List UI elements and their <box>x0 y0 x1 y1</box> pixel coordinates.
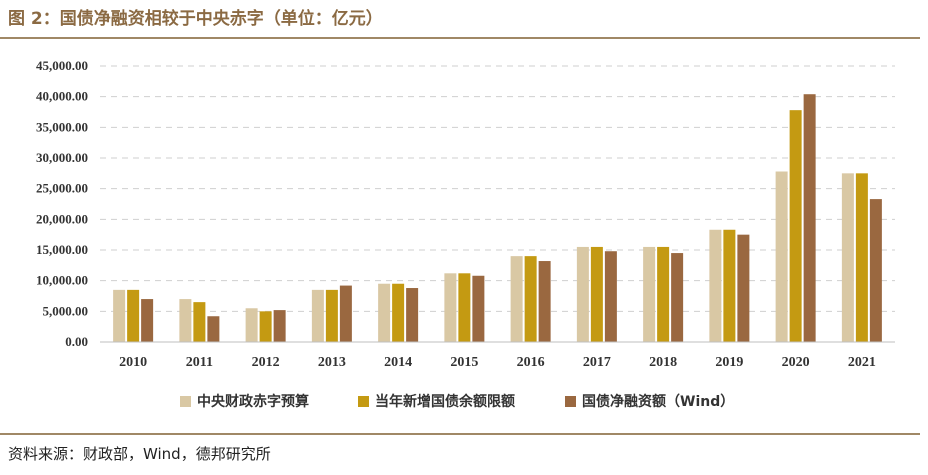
bottom-divider <box>0 433 920 435</box>
bar <box>392 283 405 342</box>
y-axis-ticks: 0.00 5,000.00 10,000.00 15,000.00 20,000.00 2… <box>36 58 88 349</box>
bar <box>179 299 192 342</box>
bar <box>538 261 551 342</box>
x-tick-label: 2017 <box>583 355 611 370</box>
x-tick-label: 2021 <box>848 355 876 370</box>
y-tick-label: 5,000.00 <box>43 303 89 318</box>
bar <box>339 285 352 342</box>
bar <box>273 310 286 342</box>
bar <box>775 171 788 342</box>
bar <box>141 299 154 342</box>
y-tick-label: 35,000.00 <box>36 119 88 134</box>
bar <box>576 246 589 342</box>
bar-chart: 0.00 5,000.00 10,000.00 15,000.00 20,000.00 2… <box>36 58 895 410</box>
y-tick-label: 15,000.00 <box>36 242 88 257</box>
bar <box>841 173 854 342</box>
bar <box>671 253 684 342</box>
bar <box>855 173 868 342</box>
top-divider <box>0 37 920 39</box>
bar <box>524 256 537 342</box>
x-tick-label: 2018 <box>649 355 677 370</box>
x-tick-label: 2013 <box>318 355 346 370</box>
y-tick-label: 25,000.00 <box>36 181 88 196</box>
y-tick-label: 40,000.00 <box>36 89 88 104</box>
bars <box>113 94 882 342</box>
bar <box>444 273 457 342</box>
bar <box>259 311 272 342</box>
x-tick-label: 2016 <box>517 355 545 370</box>
legend-swatch <box>565 396 576 407</box>
legend-label: 国债净融资额（Wind） <box>582 393 734 410</box>
y-tick-label: 45,000.00 <box>36 58 88 73</box>
bar <box>723 229 736 342</box>
bar <box>472 275 485 342</box>
bar <box>127 289 140 342</box>
bar <box>604 251 617 342</box>
x-tick-label: 2011 <box>186 355 213 370</box>
bar <box>378 283 391 342</box>
legend-swatch <box>180 396 191 407</box>
bar <box>737 234 750 342</box>
bar <box>245 308 258 342</box>
x-tick-label: 2020 <box>782 355 810 370</box>
x-tick-label: 2015 <box>450 355 478 370</box>
x-tick-label: 2019 <box>715 355 743 370</box>
bar <box>510 256 523 342</box>
bar <box>325 289 338 342</box>
x-axis-ticks: 2010 2011 2012 2013 2014 2015 2016 2017 2018 2019… <box>119 355 876 370</box>
y-tick-label: 0.00 <box>65 334 88 349</box>
bar <box>789 110 802 342</box>
y-tick-label: 10,000.00 <box>36 273 88 288</box>
legend: 中央财政赤字预算 当年新增国债余额限额 国债净融资额（Wind） <box>180 393 734 410</box>
y-tick-label: 20,000.00 <box>36 211 88 226</box>
bar <box>311 289 324 342</box>
bar <box>869 199 882 342</box>
legend-label: 中央财政赤字预算 <box>197 393 309 410</box>
bar <box>207 316 220 342</box>
bar <box>590 246 603 342</box>
bar <box>709 229 722 342</box>
x-tick-label: 2010 <box>119 355 147 370</box>
figure-title: 图 2：国债净融资相较于中央赤字（单位：亿元） <box>8 9 383 29</box>
y-tick-label: 30,000.00 <box>36 150 88 165</box>
x-tick-label: 2014 <box>384 355 412 370</box>
legend-swatch <box>358 396 369 407</box>
bar <box>406 288 419 342</box>
bar <box>657 246 670 342</box>
bar <box>113 289 126 342</box>
bar <box>458 273 471 342</box>
x-tick-label: 2012 <box>252 355 280 370</box>
gridlines <box>100 65 895 312</box>
source-note: 资料来源：财政部，Wind，德邦研究所 <box>8 445 271 463</box>
bar <box>803 94 816 342</box>
bar <box>643 246 656 342</box>
bar <box>193 302 206 342</box>
legend-label: 当年新增国债余额限额 <box>375 393 515 410</box>
